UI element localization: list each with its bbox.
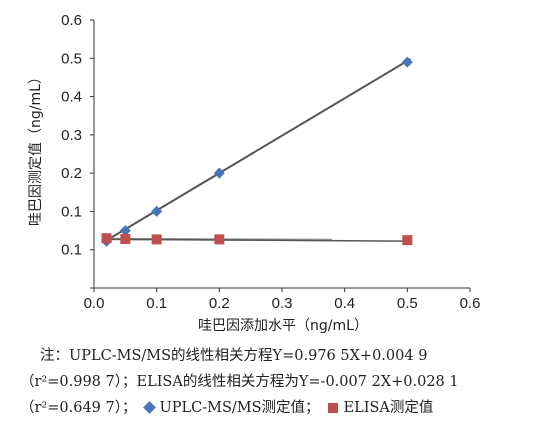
uplc-point [119, 225, 131, 237]
legend: （r²=0.649 7）； UPLC-MS/MS测定值； ELISA测定值 [20, 396, 433, 417]
note-line-2: （r²=0.998 7）；ELISA的线性相关方程为Y=-0.007 2X+0.… [20, 374, 459, 390]
scatter-chart: 0.0 0.1 0.2 0.3 0.4 0.5 0.6 0.1 0.1 0.2 0.3 0.4 0.5 0… [28, 12, 480, 334]
note-line-1: 注：UPLC-MS/MS的线性相关方程Y=0.976 5X+0.004 9 [40, 348, 428, 364]
y-tick-label: 0.2 [61, 165, 82, 182]
y-tick-label: 0.3 [61, 127, 82, 144]
y-tick-label: 0.5 [61, 50, 82, 67]
note-line-3-prefix: （r²=0.649 7）； [20, 400, 137, 416]
y-tick-label: 0.1 [61, 242, 82, 259]
elisa-point [120, 233, 131, 244]
data-points [101, 56, 413, 247]
x-tick-label: 0.0 [84, 295, 105, 312]
x-tick-label: 0.4 [334, 295, 355, 312]
x-tick-label: 0.5 [397, 295, 418, 312]
x-tick-label: 0.3 [272, 295, 293, 312]
legend-uplc-label: UPLC-MS/MS测定值； [159, 400, 320, 416]
tick-labels: 0.0 0.1 0.2 0.3 0.4 0.5 0.6 0.1 0.1 0.2 0.3 0.4 0.5 0… [61, 12, 480, 312]
x-axis-title: 哇巴因添加水平（ng/mL） [198, 318, 368, 334]
y-tick-label: 0.1 [61, 203, 82, 220]
elisa-point [402, 235, 413, 246]
trendlines [106, 58, 411, 242]
uplc-point [401, 56, 413, 68]
x-tick-label: 0.1 [146, 295, 167, 312]
elisa-point [151, 234, 162, 245]
y-axis-title: 哇巴因测定值（ng/mL） [28, 70, 44, 226]
legend-diamond-icon [142, 401, 156, 414]
y-tick-label: 0.4 [61, 89, 82, 106]
uplc-point [151, 205, 163, 217]
elisa-point [101, 233, 112, 244]
legend-elisa-label: ELISA测定值 [343, 400, 434, 416]
x-tick-label: 0.6 [460, 295, 481, 312]
elisa-point [214, 234, 225, 245]
trendline-elisa-connector [106, 238, 408, 242]
trendline-uplc [106, 58, 411, 242]
y-tick-label: 0.6 [61, 12, 82, 29]
axes [90, 19, 471, 292]
uplc-point [213, 167, 225, 179]
legend-square-icon [327, 402, 338, 413]
x-tick-label: 0.2 [209, 295, 230, 312]
